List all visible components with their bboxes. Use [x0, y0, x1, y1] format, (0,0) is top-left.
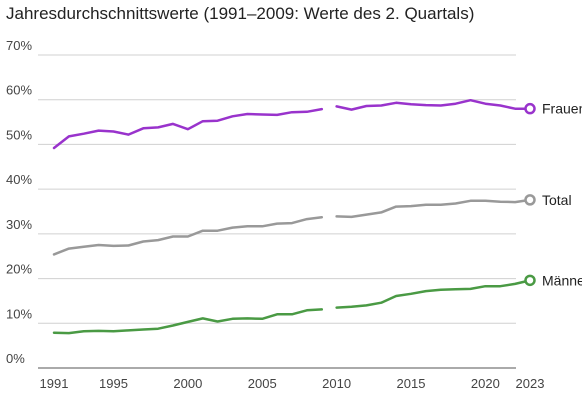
- series-label: Total: [542, 192, 572, 208]
- y-tick-label: 30%: [6, 217, 32, 232]
- axis-labels: 0% 10% 20% 30% 40% 50% 60% 70% 1991 1995 2000 2005 2…: [6, 38, 544, 391]
- series-end-marker: [524, 102, 536, 115]
- x-tick-label: 2000: [173, 376, 202, 391]
- x-tick-label: 2023: [516, 376, 545, 391]
- series-end-marker: [524, 274, 536, 287]
- x-tick-label: 2005: [248, 376, 277, 391]
- series-line: [52, 107, 324, 150]
- series-label: Männer: [542, 272, 582, 288]
- series-line: [52, 216, 324, 256]
- x-tick-label: 1991: [40, 376, 69, 391]
- series-line: [335, 279, 532, 309]
- series-line: [335, 98, 532, 111]
- series-end-markers: [524, 102, 536, 287]
- series-end-marker: [524, 194, 536, 206]
- x-tick-label: 2020: [471, 376, 500, 391]
- y-tick-label: 50%: [6, 127, 32, 142]
- x-tick-label: 2010: [322, 376, 351, 391]
- y-tick-label: 40%: [6, 172, 32, 187]
- series-lines: [52, 98, 532, 335]
- x-tick-label: 2015: [397, 376, 426, 391]
- gridlines: [38, 54, 516, 369]
- x-tick-label: 1995: [99, 376, 128, 391]
- y-tick-label: 20%: [6, 262, 32, 277]
- chart-title: Jahresdurchschnittswerte (1991–2009: Wer…: [6, 4, 475, 23]
- y-tick-label: 10%: [6, 306, 32, 321]
- y-tick-label: 0%: [6, 351, 25, 366]
- series-line: [52, 308, 324, 335]
- series-line: [335, 198, 532, 219]
- y-tick-label: 70%: [6, 38, 32, 53]
- series-label: Frauen: [542, 101, 582, 117]
- series-labels: Frauen Total Männer: [542, 101, 582, 289]
- y-tick-label: 60%: [6, 83, 32, 98]
